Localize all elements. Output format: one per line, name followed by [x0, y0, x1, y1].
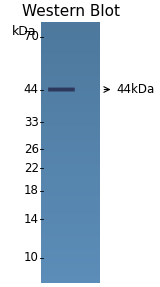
Bar [41, 231, 100, 234]
Bar [41, 22, 100, 283]
Bar [41, 156, 100, 159]
Bar [41, 136, 100, 139]
Bar [41, 25, 100, 28]
Bar [41, 133, 100, 136]
Bar [41, 182, 100, 185]
Bar [41, 129, 100, 133]
Bar [41, 253, 100, 257]
Bar [41, 152, 100, 156]
Bar [41, 71, 100, 74]
Bar [41, 260, 100, 263]
Bar [41, 165, 100, 168]
Bar [41, 159, 100, 162]
Bar [41, 237, 100, 241]
Bar [41, 214, 100, 218]
Text: 44: 44 [24, 83, 39, 96]
Bar [41, 139, 100, 142]
Bar [41, 188, 100, 191]
Bar [41, 123, 100, 126]
Bar [41, 116, 100, 120]
Bar [41, 267, 100, 270]
Bar [41, 257, 100, 260]
Bar [41, 198, 100, 201]
Bar [41, 172, 100, 175]
Bar [41, 276, 100, 280]
Bar [41, 94, 100, 97]
Text: 26: 26 [24, 143, 39, 156]
Bar [41, 120, 100, 123]
Bar [41, 126, 100, 129]
Text: 22: 22 [24, 162, 39, 174]
Bar [41, 244, 100, 247]
Bar [41, 191, 100, 195]
Bar [41, 77, 100, 80]
Bar [41, 208, 100, 211]
Bar [41, 87, 100, 90]
Title: Western Blot: Western Blot [22, 4, 120, 19]
Bar [41, 97, 100, 100]
Text: 10: 10 [24, 251, 39, 264]
Bar [41, 250, 100, 253]
Bar [41, 28, 100, 32]
Bar [41, 142, 100, 146]
Bar [41, 224, 100, 227]
Bar [41, 185, 100, 188]
Bar [41, 51, 100, 54]
FancyBboxPatch shape [48, 88, 75, 92]
Bar [41, 149, 100, 152]
Bar [41, 106, 100, 110]
Bar [41, 64, 100, 67]
Bar [41, 48, 100, 51]
Text: 14: 14 [24, 213, 39, 226]
Text: 44kDa: 44kDa [116, 83, 154, 96]
Bar [41, 175, 100, 179]
Bar [41, 100, 100, 103]
Bar [41, 32, 100, 35]
Text: kDa: kDa [12, 25, 36, 38]
Bar [41, 201, 100, 205]
Bar [41, 241, 100, 244]
Bar [41, 195, 100, 198]
Bar [41, 44, 100, 48]
Bar [41, 146, 100, 149]
Bar [41, 270, 100, 273]
Bar [41, 84, 100, 87]
Bar [41, 38, 100, 41]
Text: 18: 18 [24, 184, 39, 197]
Text: 70: 70 [24, 30, 39, 43]
Bar [41, 179, 100, 182]
Bar [41, 41, 100, 44]
Bar [41, 227, 100, 231]
Bar [41, 61, 100, 64]
Bar [41, 113, 100, 116]
Bar [41, 280, 100, 283]
Bar [41, 22, 100, 25]
Bar [41, 110, 100, 113]
Bar [41, 74, 100, 77]
Bar [41, 211, 100, 214]
Bar [41, 205, 100, 208]
Bar [41, 162, 100, 165]
Bar [41, 103, 100, 106]
Bar [41, 90, 100, 94]
Bar [41, 263, 100, 267]
Bar [41, 168, 100, 172]
Bar [41, 67, 100, 71]
Bar [41, 58, 100, 61]
Bar [41, 221, 100, 224]
Bar [41, 234, 100, 237]
Text: 33: 33 [24, 116, 39, 129]
Bar [41, 54, 100, 58]
Bar [41, 35, 100, 38]
Bar [41, 273, 100, 276]
Bar [41, 218, 100, 221]
Bar [41, 247, 100, 250]
Bar [41, 80, 100, 84]
